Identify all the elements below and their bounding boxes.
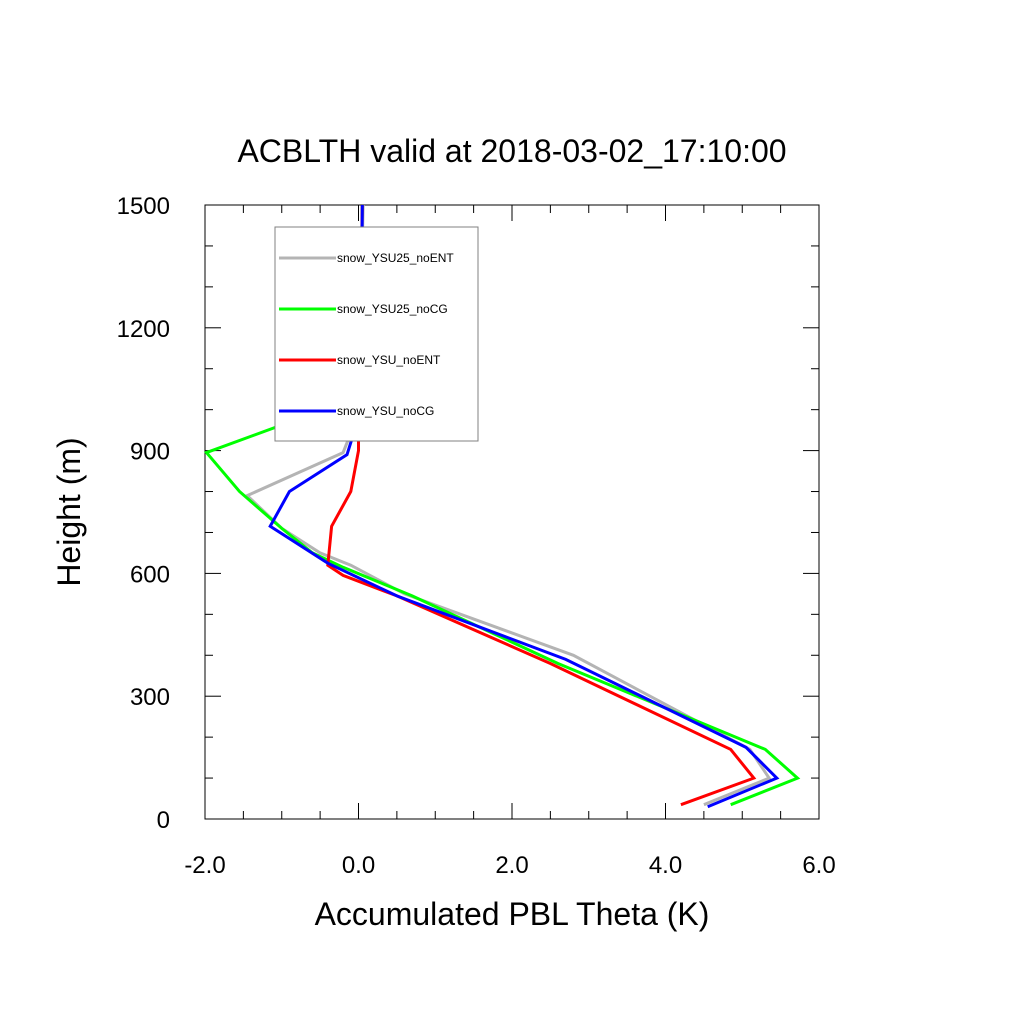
y-tick-label: 600 [130,561,170,588]
legend-label: snow_YSU_noENT [337,353,441,367]
y-axis-label: Height (m) [51,437,87,586]
x-tick-label: -2.0 [184,852,225,879]
axis-ticks [204,204,820,820]
x-axis-label: Accumulated PBL Theta (K) [315,896,710,932]
y-tick-label: 0 [157,807,170,834]
chart-title: ACBLTH valid at 2018-03-02_17:10:00 [237,133,786,169]
legend-box [274,226,479,442]
y-tick-label: 1200 [117,316,170,343]
axis-tick-labels: -2.0 0.0 2.0 4.0 6.0 0 300 600 900 1200 1500 [117,193,836,879]
legend-label: snow_YSU_noCG [337,404,434,418]
x-tick-label: 4.0 [649,852,682,879]
legend-label: snow_YSU25_noENT [337,251,454,265]
y-tick-label: 900 [130,439,170,466]
y-tick-label: 300 [130,684,170,711]
x-tick-label: 2.0 [495,852,528,879]
x-tick-label: 6.0 [802,852,835,879]
y-tick-label: 1500 [117,193,170,220]
legend: snow_YSU25_noENT snow_YSU25_noCG snow_YSU_… [274,226,479,442]
x-tick-label: 0.0 [342,852,375,879]
legend-label: snow_YSU25_noCG [337,302,448,316]
